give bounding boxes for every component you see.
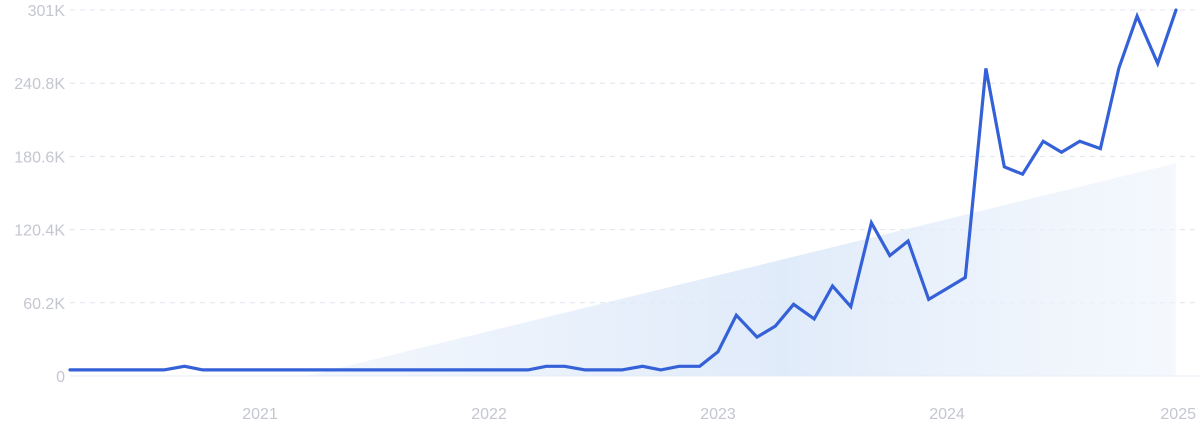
y-axis-ticks: 0 60.2K 120.4K 180.6K 240.8K 301K (14, 3, 65, 386)
x-axis-ticks: 2021 2022 2023 2024 2025 (242, 406, 1196, 423)
trend-area (305, 163, 1176, 376)
y-tick-label: 120.4K (14, 223, 65, 240)
x-tick-label: 2025 (1160, 406, 1196, 423)
x-tick-label: 2021 (242, 406, 278, 423)
y-tick-label: 180.6K (14, 149, 65, 166)
y-tick-label: 301K (28, 3, 66, 20)
y-tick-label: 240.8K (14, 76, 65, 93)
x-tick-label: 2024 (929, 406, 965, 423)
series-line-path (68, 8, 1178, 372)
x-tick-label: 2023 (700, 406, 736, 423)
x-tick-label: 2022 (471, 406, 507, 423)
y-tick-label: 0 (56, 369, 65, 386)
y-tick-label: 60.2K (23, 296, 65, 313)
series-line (68, 8, 1178, 372)
trend-area-shape (305, 163, 1176, 376)
